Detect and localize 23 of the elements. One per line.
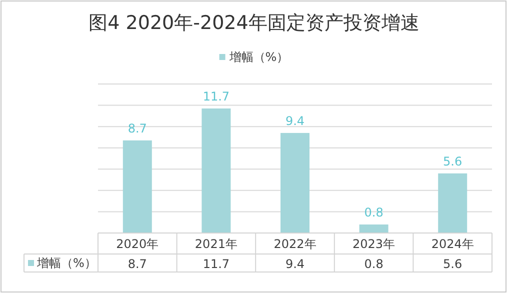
x-tick-label: 2021年 (194, 237, 238, 251)
x-tick-label: 2023年 (352, 237, 396, 251)
text: 5.6 (443, 257, 462, 271)
bar (202, 108, 231, 233)
text: 0.8 (364, 257, 384, 271)
bar (122, 140, 152, 233)
x-tick-label: 2024年 (431, 237, 474, 251)
x-tick-label: 2022年 (274, 237, 316, 251)
bar (280, 132, 310, 233)
text: 8.7 (128, 257, 147, 271)
data-label: 5.6 (443, 154, 462, 168)
x-tick-label: 2020年 (116, 237, 159, 251)
text: 11.7 (202, 257, 230, 271)
legend: 增幅（%） (219, 50, 289, 64)
bar (359, 224, 388, 233)
data-label: 11.7 (202, 89, 230, 104)
bar (438, 173, 468, 233)
text: 增幅（%） (36, 256, 96, 270)
data-label: 9.4 (285, 114, 305, 128)
chart-title: 图4 2020年-2024年固定资产投资增速 (88, 12, 420, 34)
text: 9.4 (285, 257, 305, 271)
data-label: 0.8 (364, 205, 384, 220)
data-label: 8.7 (128, 121, 147, 136)
